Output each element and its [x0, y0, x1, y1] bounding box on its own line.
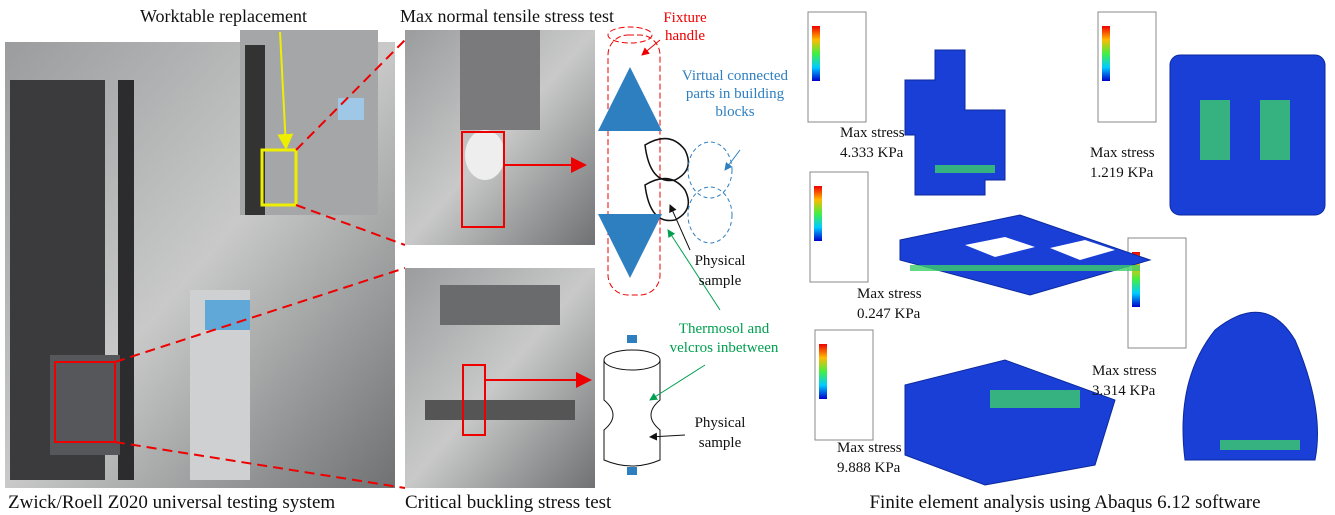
- physical-label: Physical: [695, 415, 746, 431]
- fea-models: [808, 12, 1325, 485]
- fixture-label: Fixture: [663, 10, 707, 26]
- physical-label: Physical: [695, 253, 746, 269]
- result-label: 0.247 KPa: [857, 306, 921, 322]
- result-label: 9.888 KPa: [837, 460, 901, 476]
- thermosol-label: velcros inbetween: [670, 340, 779, 356]
- thermosol-label: Thermosol and: [679, 321, 770, 337]
- buckling-caption: Critical buckling stress test: [405, 492, 612, 513]
- system-caption: Zwick/Roell Z020 universal testing syste…: [8, 492, 335, 513]
- fixture-label: handle: [665, 28, 705, 44]
- virtual-label: parts in building: [686, 86, 785, 102]
- callout: Worktable replacement: [140, 6, 307, 26]
- result-label: Max stress: [837, 440, 902, 456]
- figure: Worktable replacement Max normal tensile…: [0, 0, 1335, 515]
- tensile-title: Max normal tensile stress test: [400, 6, 614, 26]
- virtual-label: blocks: [715, 104, 754, 120]
- virtual-label: Virtual connected: [682, 68, 789, 84]
- result-label: Max stress: [1090, 145, 1155, 161]
- result-label: 3.314 KPa: [1092, 383, 1156, 399]
- fea-caption: Finite element analysis using Abaqus 6.1…: [869, 492, 1260, 513]
- test-photos: [405, 30, 595, 488]
- result-label: 1.219 KPa: [1090, 165, 1154, 181]
- physical-label: sample: [699, 273, 742, 289]
- testing-machine-photo: [5, 30, 395, 488]
- result-label: Max stress: [857, 286, 922, 302]
- result-label: Max stress: [1092, 363, 1157, 379]
- physical-label: sample: [699, 435, 742, 451]
- result-label: 4.333 KPa: [840, 145, 904, 161]
- result-label: Max stress: [840, 125, 905, 141]
